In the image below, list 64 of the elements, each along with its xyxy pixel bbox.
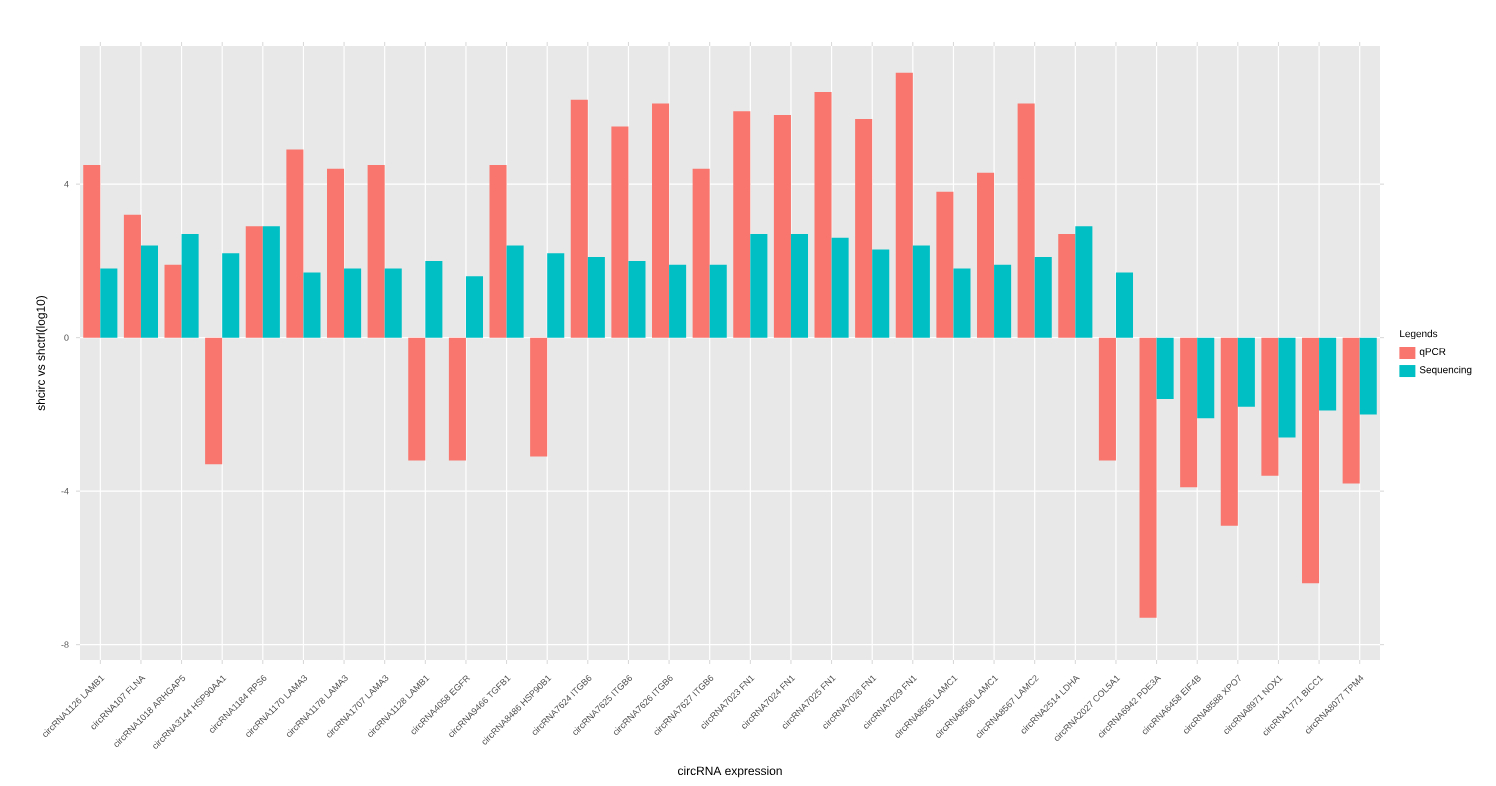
bar — [1115, 272, 1134, 338]
bar — [1017, 103, 1035, 338]
bar — [181, 234, 199, 338]
bar — [953, 268, 971, 338]
bar — [611, 126, 629, 338]
bar — [1359, 337, 1377, 415]
bar — [164, 264, 182, 338]
bar — [448, 337, 466, 461]
bar — [814, 92, 832, 338]
bar — [1278, 337, 1296, 438]
bar — [773, 115, 791, 338]
bar — [570, 99, 588, 338]
bar — [1034, 257, 1052, 338]
bar — [709, 264, 727, 338]
bar — [912, 245, 930, 338]
bar — [506, 245, 524, 338]
bar — [140, 245, 158, 338]
bar — [587, 257, 605, 338]
bar — [1342, 337, 1360, 484]
bar — [1261, 337, 1279, 476]
bar — [425, 260, 443, 338]
bar — [1319, 337, 1337, 411]
bar — [855, 118, 873, 338]
bar — [733, 111, 751, 338]
bar — [100, 268, 118, 338]
bar — [977, 172, 995, 338]
bar — [384, 268, 402, 338]
bar — [408, 337, 426, 461]
bar — [205, 337, 223, 465]
bar — [222, 253, 240, 338]
bar — [344, 268, 362, 338]
bar — [327, 168, 345, 338]
bar — [367, 164, 385, 338]
bar — [547, 253, 565, 338]
bar — [123, 214, 141, 338]
bar — [465, 276, 484, 338]
bar — [872, 249, 890, 338]
bar — [692, 168, 710, 338]
bar — [83, 164, 101, 338]
bar — [530, 337, 548, 457]
bar — [286, 149, 304, 338]
bar — [1139, 337, 1157, 618]
bar — [1075, 226, 1093, 338]
bar — [1098, 337, 1116, 461]
bar — [1156, 337, 1174, 400]
bar — [303, 272, 321, 338]
bar — [1180, 337, 1198, 488]
bar — [652, 103, 670, 338]
bar — [628, 260, 646, 338]
bar — [994, 264, 1012, 338]
bar — [1197, 337, 1215, 419]
bar — [1058, 234, 1076, 338]
bar — [489, 164, 507, 338]
bar — [790, 234, 809, 338]
bar — [669, 264, 687, 338]
bar — [936, 191, 954, 338]
bar — [895, 72, 913, 338]
bar — [831, 237, 849, 338]
bar — [750, 234, 768, 338]
bar — [1237, 337, 1255, 407]
bar — [1220, 337, 1238, 526]
bar — [1302, 337, 1320, 584]
bar — [245, 226, 263, 338]
bar — [262, 226, 280, 338]
